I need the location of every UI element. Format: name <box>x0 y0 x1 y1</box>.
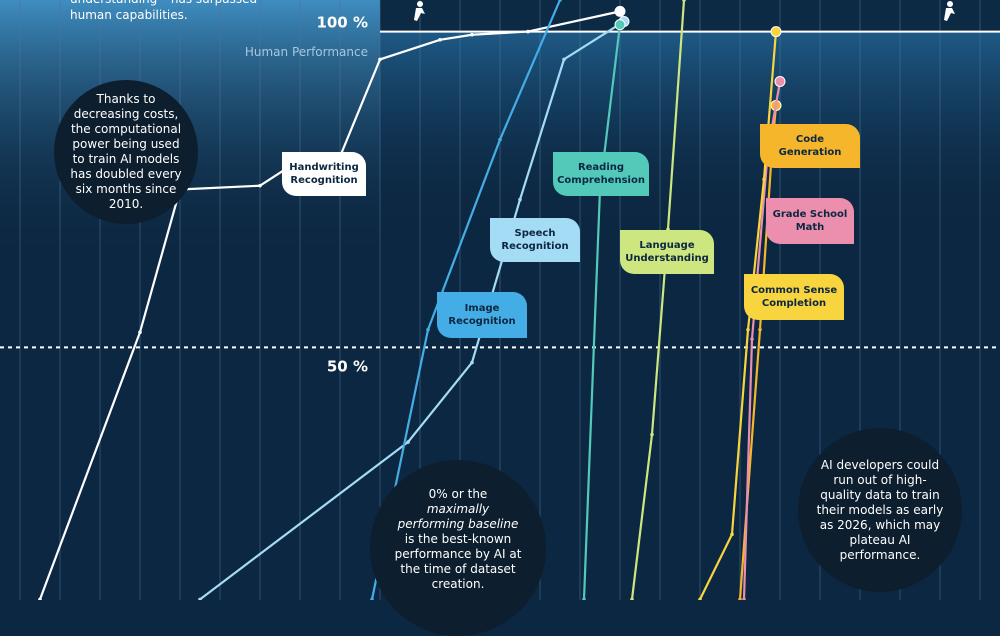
series-line <box>370 0 562 600</box>
chart: Human Performance 50 % 100 % <box>0 0 1000 600</box>
series-vertex <box>682 0 686 2</box>
annotation-text-block: 0% or the maximally performing baseline is… <box>394 487 522 592</box>
annotation-bubble: 0% or the maximally performing baseline is… <box>370 460 546 636</box>
series-vertex <box>498 137 502 142</box>
annotation-text-italic: maximally performing baseline <box>397 501 519 531</box>
above-human-band <box>380 0 1000 32</box>
series-vertex <box>630 597 634 600</box>
annotation-text: Thanks to decreasing costs, the computat… <box>70 92 182 211</box>
series-vertex <box>438 37 442 42</box>
series-vertex <box>426 327 430 332</box>
series-line <box>199 20 625 600</box>
series-label: Common Sense Completion <box>744 274 844 320</box>
end-dot <box>614 5 626 17</box>
series-vertex <box>762 177 766 182</box>
series-vertex <box>378 57 382 62</box>
series-label: Speech Recognition <box>490 218 580 262</box>
series-vertex <box>582 597 586 600</box>
series-vertex <box>698 597 702 600</box>
series-vertex <box>470 360 474 365</box>
series-label: Grade School Math <box>766 198 854 244</box>
runner-icon <box>414 1 955 21</box>
series-vertex <box>38 597 42 600</box>
series-vertex <box>738 597 742 600</box>
series-vertex <box>562 57 566 62</box>
series-vertex <box>750 337 754 341</box>
series-vertex <box>370 597 374 600</box>
series-vertex <box>406 440 410 444</box>
series-label: Reading Comprehension <box>553 152 649 196</box>
human-performance-label: Human Performance <box>245 45 368 59</box>
annotation-text: is the best-known performance by AI at t… <box>394 531 522 591</box>
end-dot <box>774 75 786 87</box>
annotation-bubble: AI developers could run out of high-qual… <box>798 428 962 592</box>
series-vertex <box>526 29 530 34</box>
series-vertex <box>138 330 142 335</box>
annotation-bubble: Thanks to decreasing costs, the computat… <box>54 80 198 224</box>
series-vertex <box>198 597 202 600</box>
end-dot <box>614 19 626 31</box>
background-glow <box>380 32 1000 232</box>
y-tick-label: 100 % <box>316 14 368 32</box>
annotation-text: AI developers could run out of high-qual… <box>816 457 944 562</box>
series-line <box>630 0 686 600</box>
series-vertex <box>470 32 474 37</box>
series-label: Image Recognition <box>437 292 527 338</box>
end-dot <box>770 26 782 38</box>
annotation-text: 0% or the <box>428 486 488 501</box>
series-vertex <box>758 327 762 332</box>
series-label: Code Generation <box>760 124 860 168</box>
series-vertex <box>518 197 522 202</box>
series-vertex <box>558 0 562 2</box>
series-label: Language Understanding <box>620 230 714 274</box>
series-vertex <box>742 597 746 600</box>
series-label: Handwriting Recognition <box>282 152 366 196</box>
y-tick-label: 50 % <box>327 357 368 375</box>
series-vertex <box>730 532 734 537</box>
series-vertex <box>650 432 654 437</box>
series-vertex <box>258 183 262 188</box>
series-vertex <box>746 327 750 332</box>
intro-text: understanding – has surpassed human capa… <box>70 0 257 22</box>
series-line <box>742 81 782 600</box>
